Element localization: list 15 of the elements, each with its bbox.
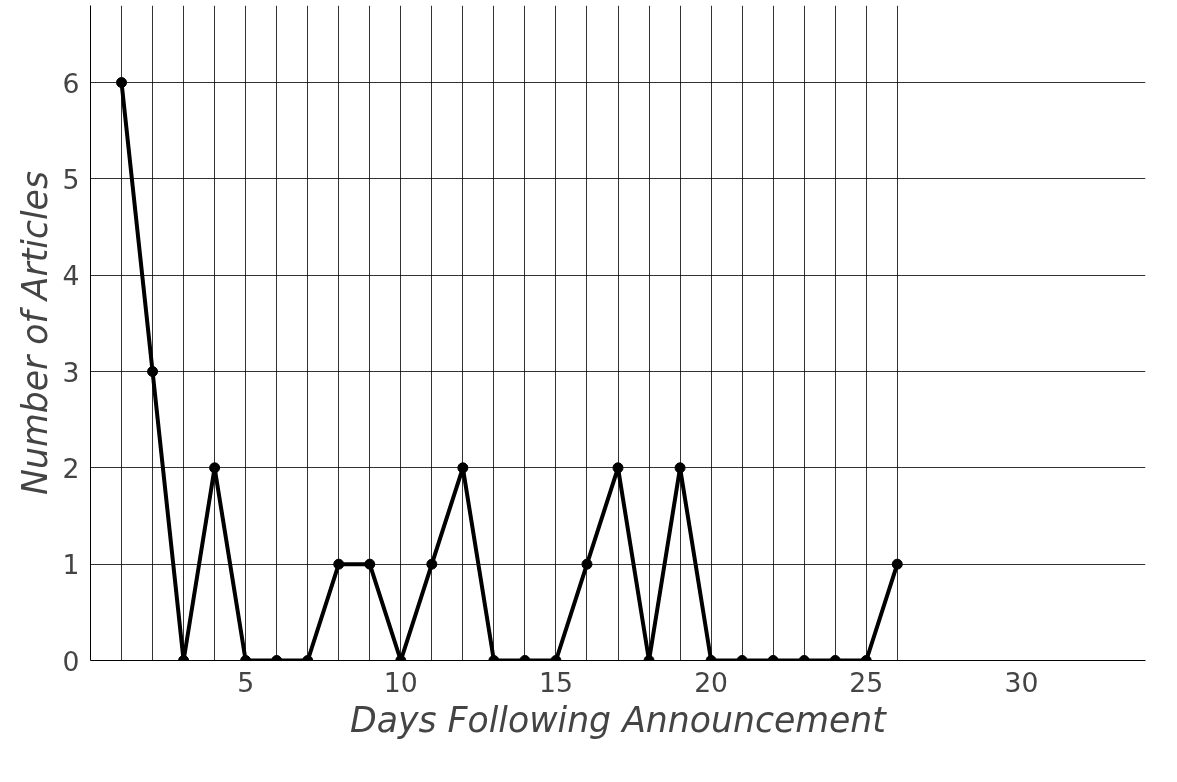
y-axis-title: Number of Articles <box>14 171 55 495</box>
x-tick-label: 10 <box>383 666 418 698</box>
y-tick-label: 5 <box>62 163 80 195</box>
x-tick-label: 20 <box>694 666 729 698</box>
x-axis-title: Days Following Announcement <box>350 699 888 740</box>
y-tick-label: 2 <box>62 452 80 484</box>
y-tick-label: 3 <box>62 356 80 388</box>
x-tick-label: 30 <box>1004 666 1039 698</box>
y-tick-label: 4 <box>62 260 80 292</box>
y-tick-label: 6 <box>62 67 80 99</box>
y-tick-label: 1 <box>62 549 80 581</box>
y-tick-label: 0 <box>62 645 80 677</box>
x-tick-label: 15 <box>538 666 573 698</box>
x-tick-label: 5 <box>237 666 255 698</box>
x-tick-label: 25 <box>849 666 884 698</box>
